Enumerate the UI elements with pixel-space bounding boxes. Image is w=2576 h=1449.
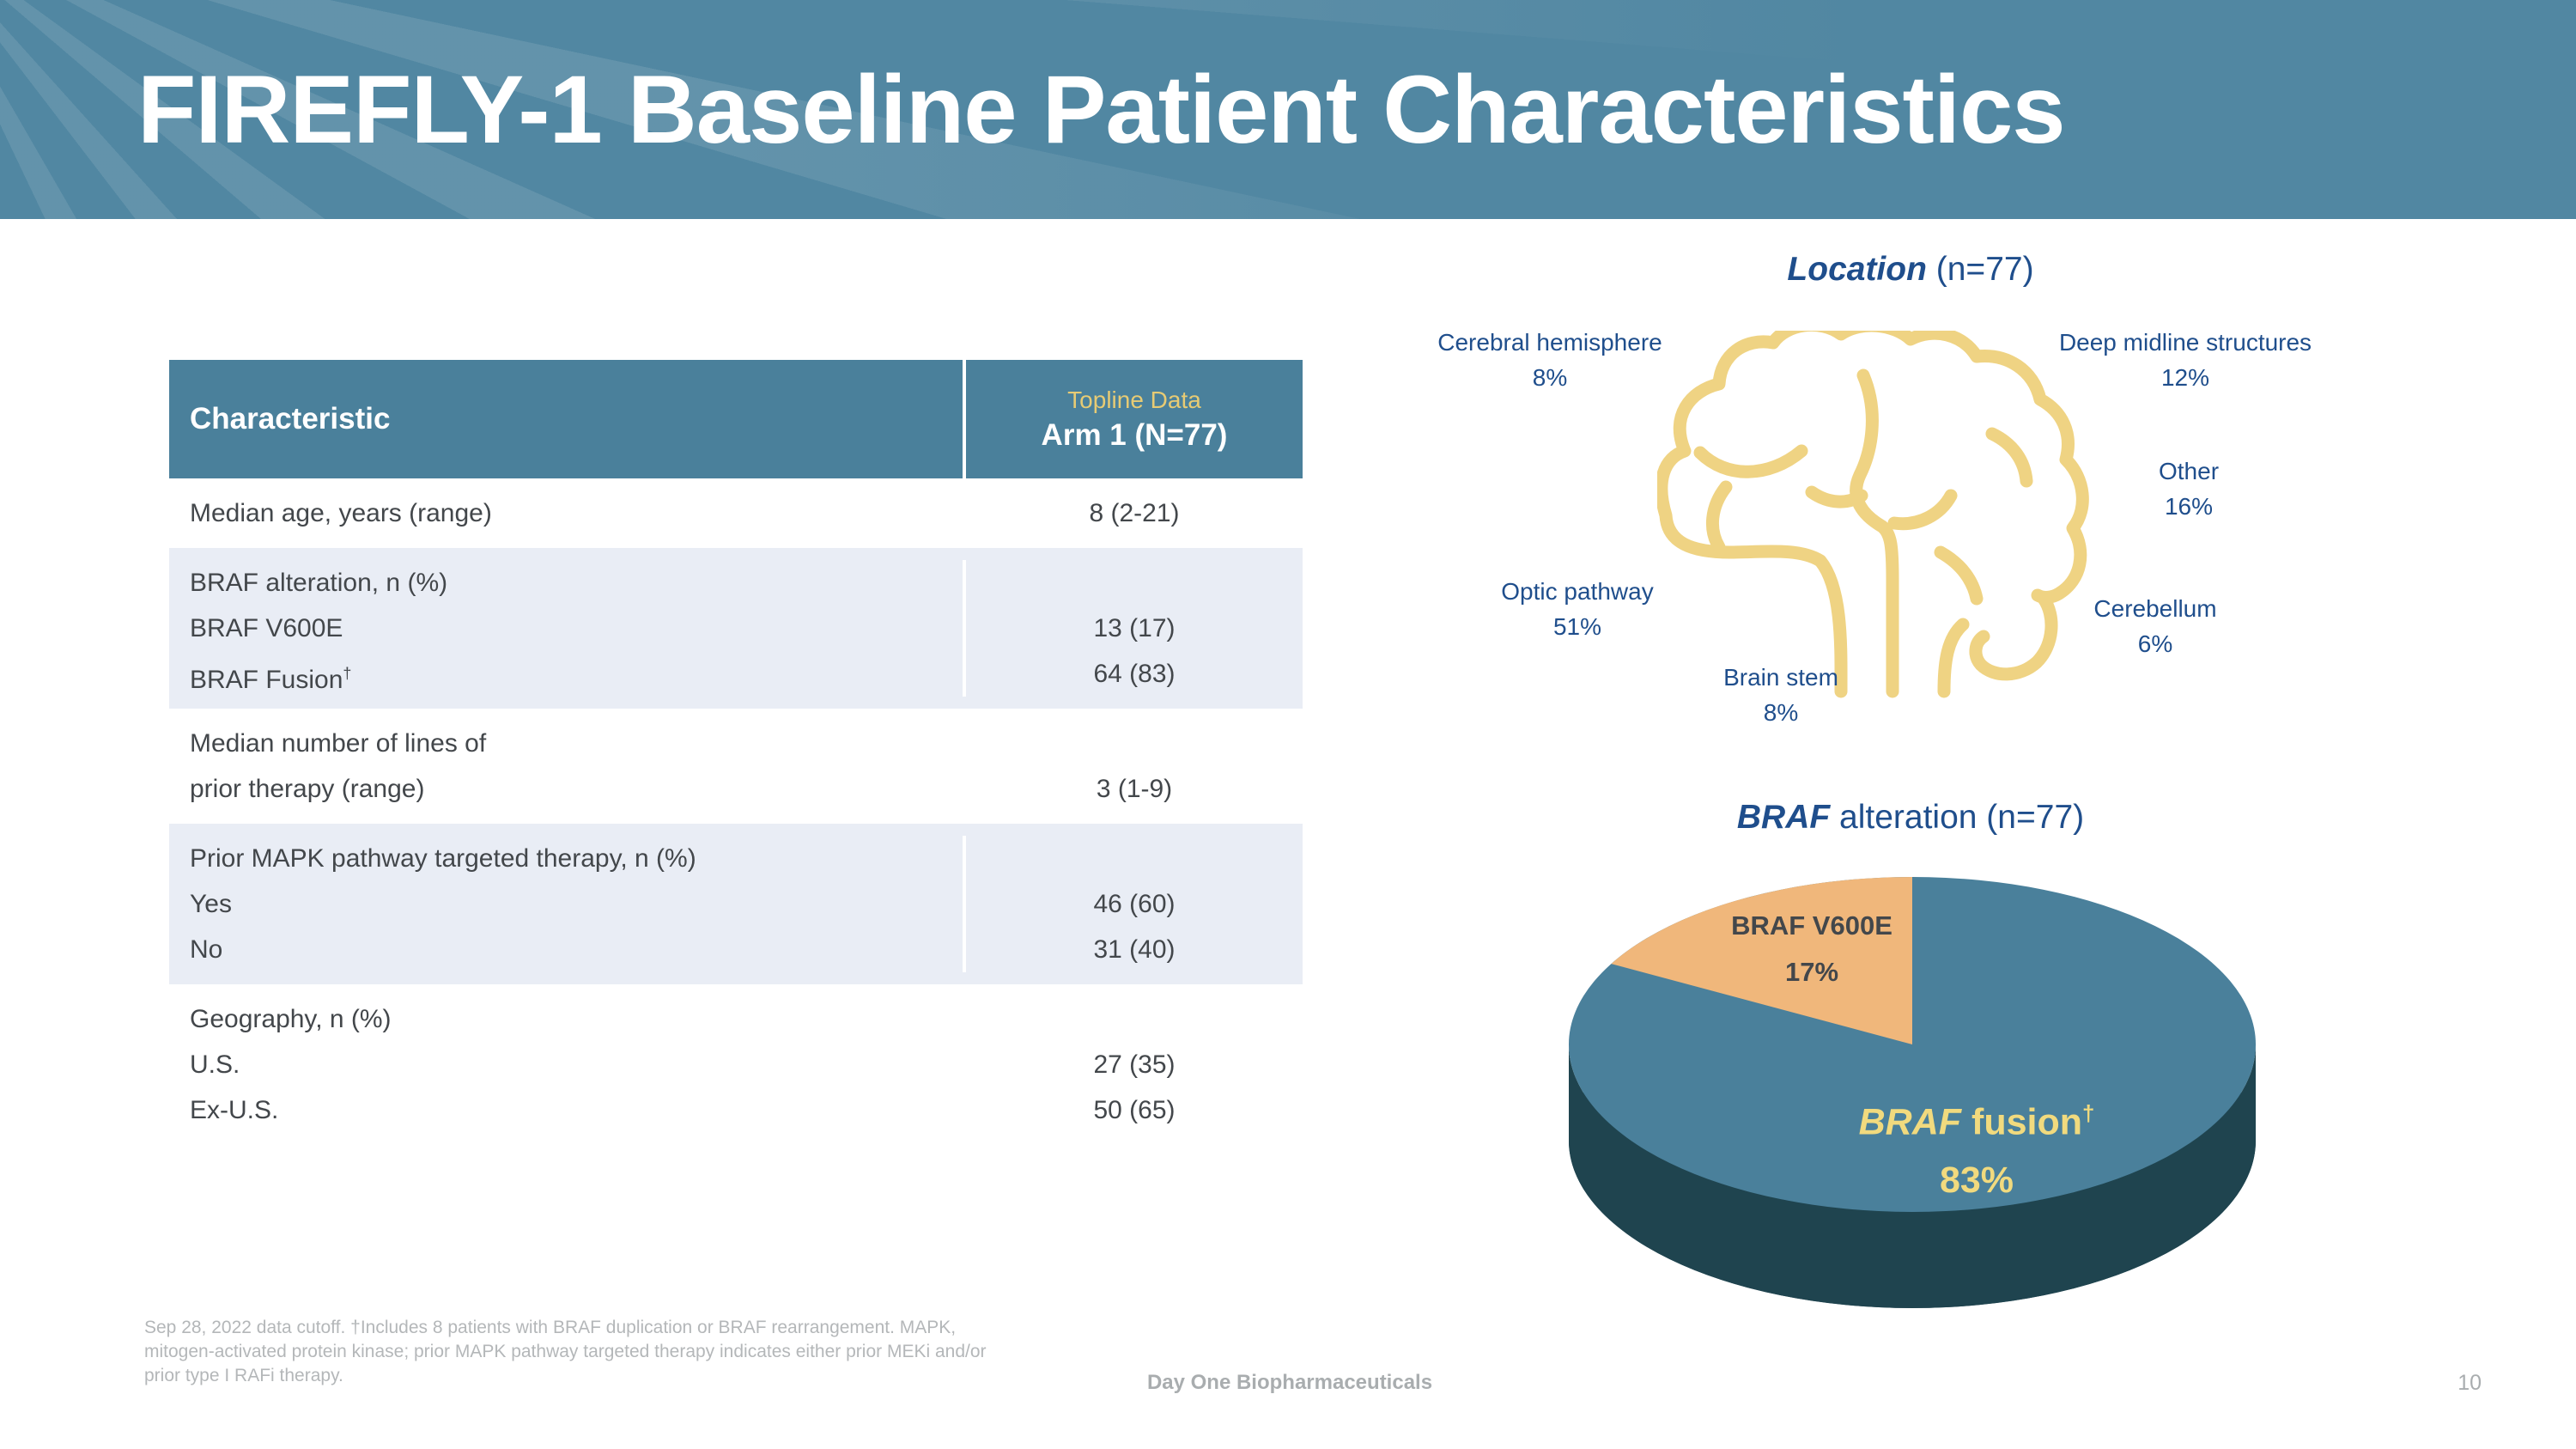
row-value: 3 (1-9) xyxy=(1096,775,1173,803)
pie-label-v600e: BRAF V600E 17% xyxy=(1683,903,1941,995)
characteristics-table: Characteristic Topline Data Arm 1 (N=77)… xyxy=(169,360,1303,1145)
pie-slice-v600e xyxy=(1611,877,1912,1044)
row-value: 64 (83) xyxy=(1093,660,1176,688)
dagger-mark: † xyxy=(2082,1102,2095,1126)
col-header-arm: Topline Data Arm 1 (N=77) xyxy=(963,360,1303,478)
table-row: Geography, n (%) U.S. Ex-U.S. 27 (35) 50… xyxy=(169,984,1303,1145)
row-label: Yes xyxy=(190,890,232,918)
label-cerebellum: Cerebellum 6% xyxy=(2052,591,2258,661)
col-header-characteristic: Characteristic xyxy=(190,402,391,435)
table-header-row: Characteristic Topline Data Arm 1 (N=77) xyxy=(169,360,1303,478)
table-row: BRAF alteration, n (%) BRAF V600E BRAF F… xyxy=(169,548,1303,709)
pct-value: 8% xyxy=(1532,364,1568,391)
table-row: Median number of lines of prior therapy … xyxy=(169,709,1303,824)
footer-brand: Day One Biopharmaceuticals xyxy=(1146,1371,1433,1394)
braf-alteration-title: BRAF alteration (n=77) xyxy=(1736,799,2085,836)
braf-pie-chart: BRAF V600E 17% BRAF fusion† 83% xyxy=(1563,863,2275,1353)
row-label: Prior MAPK pathway targeted therapy, n (… xyxy=(190,844,696,873)
row-value: 46 (60) xyxy=(1093,890,1176,918)
page-number: 10 xyxy=(2458,1371,2482,1395)
row-value: 27 (35) xyxy=(1093,1050,1176,1079)
pie-side xyxy=(1569,1044,2256,1308)
title-banner: FIREFLY-1 Baseline Patient Characteristi… xyxy=(0,0,2576,219)
row-label: BRAF V600E xyxy=(190,614,343,642)
pct-value: 51% xyxy=(1552,613,1602,640)
row-value: 50 (65) xyxy=(1093,1096,1176,1124)
row-label: BRAF Fusion† xyxy=(190,665,352,694)
row-value: 8 (2-21) xyxy=(1089,499,1180,527)
footnote: Sep 28, 2022 data cutoff. †Includes 8 pa… xyxy=(144,1318,987,1385)
row-label: prior therapy (range) xyxy=(190,775,425,803)
label-optic-pathway: Optic pathway 51% xyxy=(1449,574,1706,644)
pct-value: 83% xyxy=(1939,1160,2014,1202)
table-row: Prior MAPK pathway targeted therapy, n (… xyxy=(169,824,1303,984)
pct-value: 6% xyxy=(2137,630,2173,657)
row-label: BRAF alteration, n (%) xyxy=(190,569,448,597)
label-other: Other 16% xyxy=(2103,454,2275,524)
row-value: 31 (40) xyxy=(1093,935,1176,964)
row-label: Ex-U.S. xyxy=(190,1096,279,1124)
table-row: Median age, years (range) 8 (2-21) xyxy=(169,478,1303,548)
row-label: Median age, years (range) xyxy=(190,499,492,527)
location-title: Location (n=77) xyxy=(1787,251,2034,288)
dagger-mark: † xyxy=(343,665,352,682)
pct-value: 12% xyxy=(2160,364,2210,391)
pct-value: 16% xyxy=(2164,493,2214,520)
brain-icon xyxy=(1657,331,2089,698)
pct-value: 8% xyxy=(1763,699,1799,726)
row-label: No xyxy=(190,935,223,964)
slide-title: FIREFLY-1 Baseline Patient Characteristi… xyxy=(137,56,2066,163)
topline-data-label: Topline Data xyxy=(1067,387,1201,413)
row-label: U.S. xyxy=(190,1050,240,1079)
label-brain-stem: Brain stem 8% xyxy=(1695,660,1867,730)
pie-chart xyxy=(1569,877,2256,1308)
arm-label: Arm 1 (N=77) xyxy=(1041,418,1228,452)
row-label: Geography, n (%) xyxy=(190,1005,392,1033)
label-deep-midline: Deep midline structures 12% xyxy=(2014,325,2357,395)
label-cerebral-hemisphere: Cerebral hemisphere 8% xyxy=(1378,325,1722,395)
row-value: 13 (17) xyxy=(1093,614,1176,642)
pct-value: 17% xyxy=(1784,957,1839,987)
pie-label-fusion: BRAF fusion† 83% xyxy=(1844,1085,2110,1209)
row-label: Median number of lines of xyxy=(190,729,487,758)
